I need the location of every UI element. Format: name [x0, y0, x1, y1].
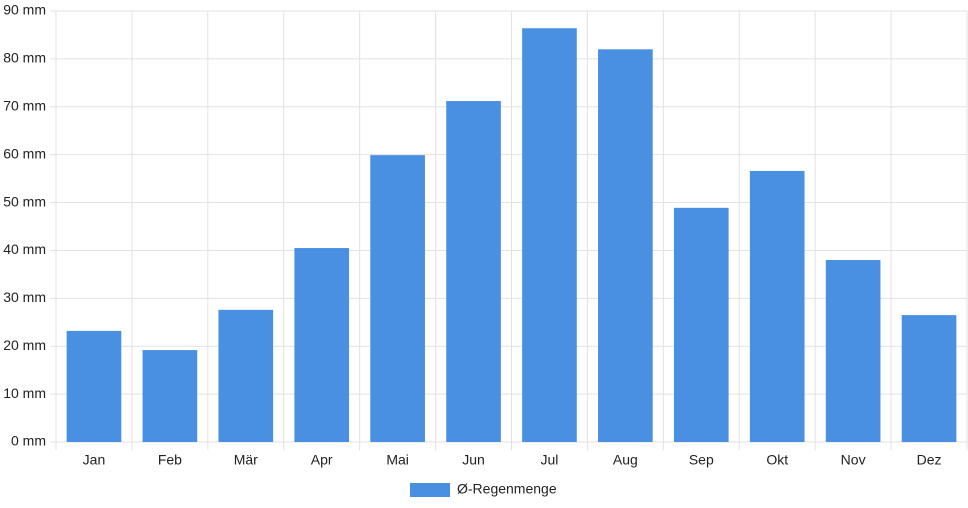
- bar: [66, 330, 122, 442]
- y-tick-label: 70 mm: [3, 97, 46, 113]
- bar: [294, 248, 350, 442]
- bar: [446, 101, 501, 442]
- x-tick-label: Feb: [158, 452, 182, 468]
- bar: [522, 28, 577, 443]
- x-tick-label: Jun: [462, 452, 485, 468]
- x-tick-label: Mai: [386, 452, 409, 468]
- bar: [370, 155, 425, 442]
- y-tick-label: 80 mm: [3, 50, 46, 66]
- x-tick-label: Jan: [83, 452, 106, 468]
- y-tick-label: 90 mm: [3, 2, 46, 18]
- y-tick-label: 50 mm: [3, 193, 46, 209]
- x-tick-label: Jul: [541, 452, 559, 468]
- x-tick-label: Sep: [689, 452, 714, 468]
- x-tick-label: Apr: [311, 452, 333, 468]
- x-tick-label: Aug: [613, 452, 638, 468]
- x-tick-label: Okt: [766, 452, 788, 468]
- legend-label: Ø-Regenmenge: [457, 481, 557, 497]
- bar: [142, 350, 198, 442]
- bar: [901, 315, 957, 442]
- x-tick-label: Dez: [917, 452, 942, 468]
- bar: [673, 207, 729, 442]
- x-tick-label: Nov: [841, 452, 866, 468]
- y-tick-label: 10 mm: [3, 385, 46, 401]
- bar: [598, 49, 653, 443]
- y-tick-label: 60 mm: [3, 145, 46, 161]
- bar: [218, 309, 274, 442]
- y-tick-label: 30 mm: [3, 289, 46, 305]
- x-tick-label: Mär: [234, 452, 258, 468]
- bar: [749, 170, 805, 442]
- bar: [825, 260, 881, 442]
- y-tick-label: 0 mm: [11, 433, 46, 449]
- legend-swatch: [410, 483, 450, 497]
- y-tick-label: 40 mm: [3, 241, 46, 257]
- y-tick-label: 20 mm: [3, 337, 46, 353]
